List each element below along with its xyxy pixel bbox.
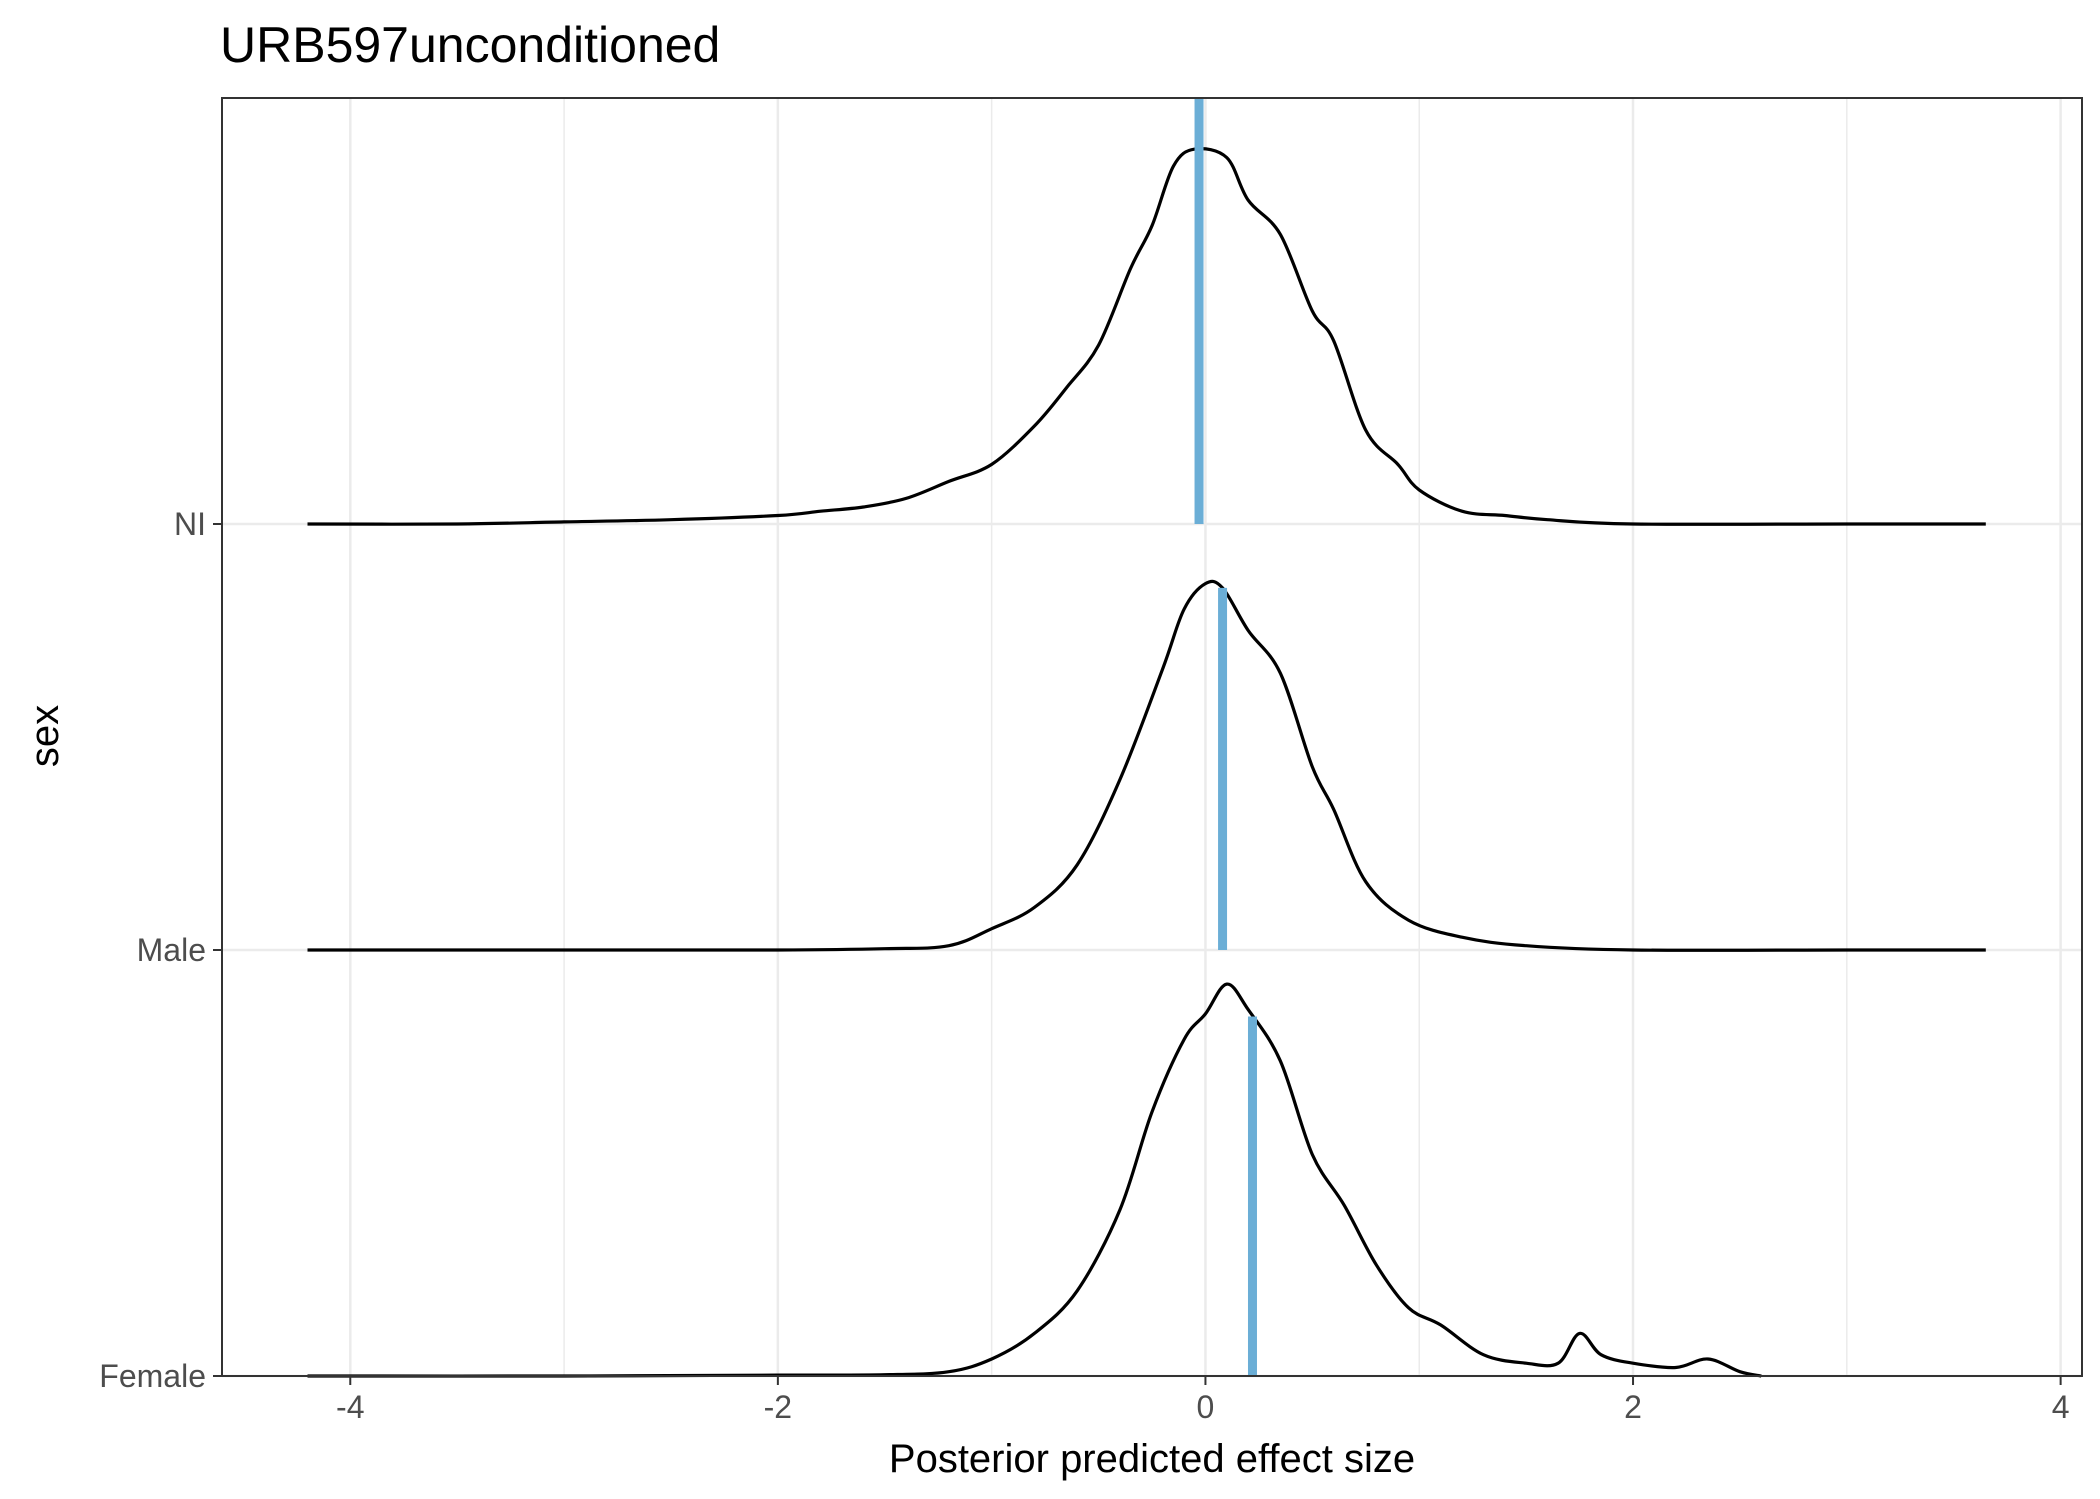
density-layer xyxy=(307,147,1986,1378)
density-curve-ni xyxy=(307,147,1986,526)
plot-background xyxy=(222,98,2082,1376)
y-tick-label: Male xyxy=(137,932,206,968)
median-layer xyxy=(1194,98,1257,1376)
x-tick-label: -2 xyxy=(764,1389,792,1425)
x-tick-label: 0 xyxy=(1197,1389,1215,1425)
x-axis-title: Posterior predicted effect size xyxy=(889,1437,1415,1481)
density-curve-male xyxy=(307,579,1986,952)
x-tick-label: 4 xyxy=(2052,1389,2070,1425)
x-tick-label: 2 xyxy=(1624,1389,1642,1425)
density-curve-female xyxy=(307,982,1762,1378)
x-tick-label: -4 xyxy=(336,1389,364,1425)
y-axis-title: sex xyxy=(23,705,67,767)
y-tick-label: Female xyxy=(99,1358,206,1394)
chart-title: URB597unconditioned xyxy=(220,17,720,73)
axis-layer: -4 -2 0 2 4 Female Male NI xyxy=(99,506,2069,1425)
y-tick-label: NI xyxy=(174,506,206,542)
panel-border xyxy=(221,97,2083,1377)
